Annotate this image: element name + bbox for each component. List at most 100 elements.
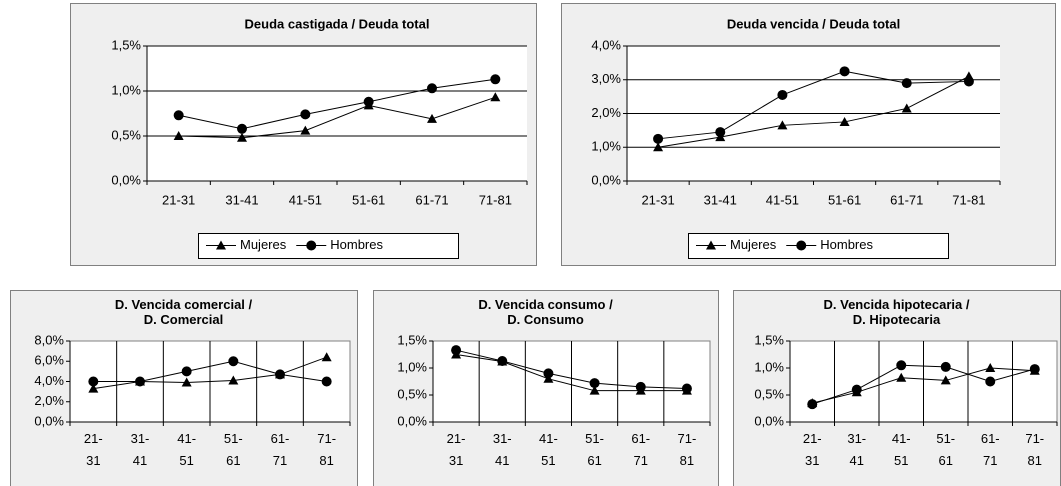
series-line (812, 364, 1035, 405)
marker-circle (173, 110, 184, 121)
legend-label: Mujeres (730, 237, 777, 252)
chart-title: Deuda vencida / Deuda total (727, 16, 900, 31)
x-tick-label: 21-31 (802, 431, 822, 468)
marker-circle (490, 74, 501, 85)
marker-triangle (985, 363, 996, 372)
chart-title: D. Vencida consumo / D. Consumo (478, 297, 613, 327)
marker-circle (543, 368, 554, 379)
marker-circle (321, 376, 332, 387)
x-tick-label: 51-61 (828, 192, 861, 207)
marker-triangle (490, 92, 501, 102)
x-tick-label: 61-71 (631, 431, 651, 468)
legend-label: Mujeres (240, 237, 287, 252)
marker-triangle (181, 377, 192, 387)
marker-triangle (321, 352, 332, 362)
marker-triangle (228, 375, 239, 385)
x-tick-label: 41-51 (177, 431, 197, 468)
y-tick-label: 1,0% (754, 359, 784, 374)
x-tick-label: 21-31 (83, 431, 103, 468)
y-tick-label: 1,5% (397, 332, 427, 347)
x-tick-label: 51-61 (936, 431, 956, 468)
x-tick-label: 41-51 (891, 431, 911, 468)
y-tick-label: 6,0% (34, 353, 64, 368)
marker-circle (851, 384, 862, 395)
y-tick-label: 1,5% (754, 332, 784, 347)
x-tick-label: 21-31 (446, 431, 466, 468)
y-tick-label: 0,0% (591, 172, 621, 187)
marker-circle (963, 76, 974, 87)
marker-circle (306, 240, 317, 251)
marker-circle (901, 78, 912, 89)
x-tick-label: 31-41 (847, 431, 867, 468)
marker-triangle (300, 125, 311, 135)
y-tick-label: 2,0% (591, 105, 621, 120)
x-tick-label: 51-61 (223, 431, 243, 468)
y-tick-label: 0,0% (754, 413, 784, 428)
y-tick-label: 4,0% (34, 373, 64, 388)
x-tick-label: 61-71 (270, 431, 290, 468)
legend-label: Hombres (820, 237, 873, 252)
legend-box (198, 233, 459, 259)
y-tick-label: 0,0% (397, 413, 427, 428)
marker-circle (300, 109, 311, 120)
series-line (658, 70, 969, 140)
marker-triangle (173, 131, 184, 140)
x-tick-label: 71-81 (479, 192, 512, 207)
chart-title: Deuda castigada / Deuda total (245, 16, 430, 31)
x-tick-label: 21-31 (641, 192, 674, 207)
x-tick-label: 41-51 (539, 431, 558, 468)
marker-circle (589, 378, 600, 389)
y-tick-label: 0,0% (34, 413, 64, 428)
x-tick-label: 31-41 (492, 431, 512, 468)
marker-triangle (839, 116, 850, 126)
marker-triangle (901, 103, 912, 113)
marker-triangle (706, 240, 716, 250)
marker-triangle (777, 120, 788, 130)
marker-circle (715, 127, 726, 138)
marker-circle (681, 383, 692, 394)
series-line (93, 356, 327, 390)
marker-circle (985, 376, 996, 387)
y-tick-label: 0,5% (397, 386, 427, 401)
marker-triangle (216, 240, 226, 250)
x-tick-label: 61-71 (980, 431, 1000, 468)
y-tick-label: 1,0% (111, 82, 141, 97)
marker-triangle (427, 113, 437, 123)
y-tick-label: 2,0% (34, 393, 64, 408)
marker-circle (1029, 364, 1040, 375)
chart-title: D. Vencida hipotecaria / D. Hipotecaria (823, 297, 970, 327)
marker-circle (896, 360, 907, 371)
x-tick-label: 41-51 (766, 192, 799, 207)
marker-circle (635, 381, 646, 392)
y-tick-label: 0,5% (111, 127, 141, 142)
marker-triangle (896, 372, 907, 382)
legend-box (688, 233, 949, 259)
marker-circle (363, 96, 374, 107)
marker-circle (796, 240, 807, 251)
marker-circle (451, 345, 462, 356)
x-tick-label: 51-61 (585, 431, 604, 468)
x-tick-label: 31-41 (130, 431, 150, 468)
x-tick-label: 51-61 (352, 192, 385, 207)
marker-circle (228, 356, 239, 367)
marker-triangle (940, 375, 951, 385)
marker-circle (237, 123, 247, 134)
y-tick-label: 8,0% (34, 332, 64, 347)
x-tick-label: 31-41 (225, 192, 258, 207)
y-tick-label: 1,0% (591, 139, 621, 154)
marker-circle (653, 133, 664, 144)
x-tick-label: 71-81 (677, 431, 697, 468)
y-tick-label: 3,0% (591, 71, 621, 86)
marker-circle (181, 366, 192, 377)
x-tick-label: 21-31 (162, 192, 195, 207)
marker-triangle (237, 132, 247, 142)
marker-circle (135, 376, 145, 387)
y-tick-label: 4,0% (591, 37, 621, 52)
marker-circle (940, 361, 951, 372)
y-tick-label: 0,5% (754, 386, 784, 401)
marker-circle (275, 369, 285, 380)
plot-area (147, 46, 527, 181)
marker-triangle (88, 383, 99, 393)
